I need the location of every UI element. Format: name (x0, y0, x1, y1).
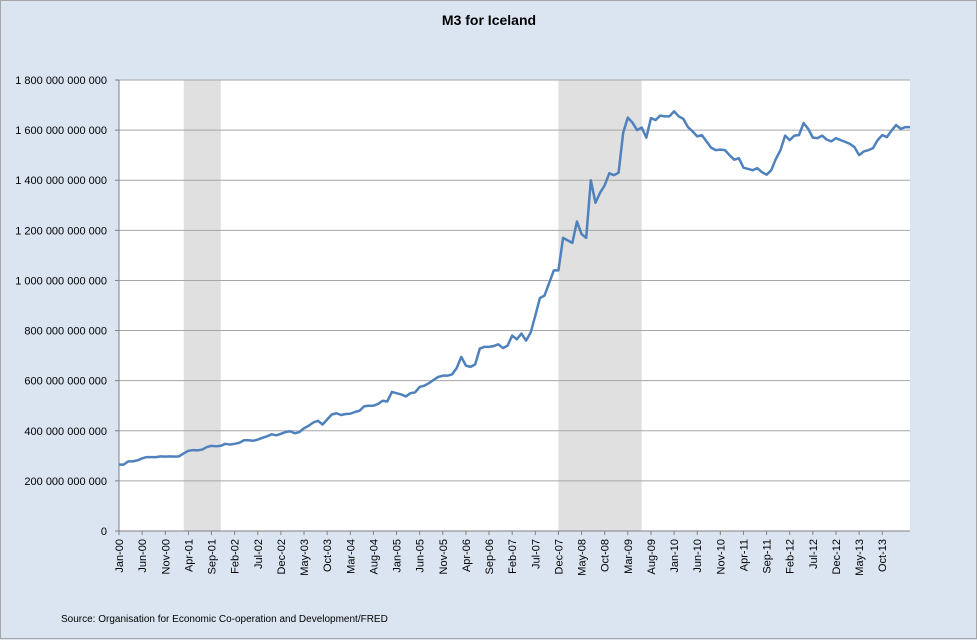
y-tick-label: 1 200 000 000 000 (15, 225, 107, 237)
x-tick-label: Jul-02 (253, 539, 265, 569)
x-tick-label: Nov-00 (160, 539, 172, 574)
x-tick-label: Sep-06 (484, 539, 496, 574)
x-tick-label: May-03 (299, 539, 311, 576)
x-tick-label: Feb-02 (230, 539, 242, 574)
recession-band-2 (558, 80, 642, 531)
y-tick-label: 1 400 000 000 000 (15, 175, 107, 187)
y-tick-label: 200 000 000 000 (24, 476, 107, 488)
x-tick-label: Oct-13 (877, 539, 889, 572)
x-tick-label: May-08 (577, 539, 589, 576)
x-tick-label: Mar-04 (345, 539, 357, 574)
recession-band-1 (183, 80, 221, 531)
x-tick-label: Sep-11 (762, 539, 774, 574)
x-tick-label: Oct-03 (322, 539, 334, 572)
plot-area (119, 80, 910, 531)
x-tick-label: Feb-07 (507, 539, 519, 574)
y-tick-labels: 0 200 000 000 000 400 000 000 000 600 000 0… (15, 75, 119, 538)
x-tick-label: Jun-00 (137, 539, 149, 573)
x-tick-labels: Jan-00 Jun-00 Nov-00 Apr-01 Sep-01 Feb-02 Jul-… (114, 531, 889, 576)
x-tick-label: Sep-01 (207, 539, 219, 574)
x-tick-label: Apr-11 (738, 539, 750, 571)
gridlines (119, 79, 910, 482)
source-note: Source: Organisation for Economic Co-ope… (61, 614, 388, 625)
series-line-m3 (119, 110, 910, 466)
x-tick-label: Jan-00 (114, 539, 126, 573)
x-tick-label: Nov-10 (715, 539, 727, 574)
y-tick-label: 1 000 000 000 000 (15, 275, 107, 287)
chart-title: M3 for Iceland (442, 12, 536, 28)
x-tick-label: Apr-01 (183, 539, 195, 572)
y-tick-label: 800 000 000 000 (24, 326, 107, 338)
y-tick-label: 1 800 000 000 000 (15, 75, 107, 87)
y-tick-label: 600 000 000 000 (24, 376, 107, 388)
x-tick-label: Jul-07 (530, 539, 542, 569)
x-tick-label: Apr-06 (461, 539, 473, 572)
recession-bands (183, 80, 642, 531)
x-tick-label: Jun-05 (415, 539, 427, 573)
x-tick-label: Jan-05 (392, 539, 404, 573)
x-tick-label: Oct-08 (600, 539, 612, 572)
x-tick-label: Jul-12 (808, 539, 820, 569)
x-tick-label: Dec-02 (276, 539, 288, 574)
x-tick-label: May-13 (854, 539, 866, 576)
x-tick-label: Mar-09 (623, 539, 635, 574)
x-tick-label: Dec-12 (831, 539, 843, 574)
x-tick-label: Aug-04 (368, 539, 380, 574)
x-tick-label: Jun-10 (692, 539, 704, 573)
x-tick-label: Feb-12 (785, 539, 797, 574)
y-tick-label: 400 000 000 000 (24, 426, 107, 438)
x-tick-label: Nov-05 (438, 539, 450, 574)
y-tick-label: 0 (101, 526, 107, 538)
x-tick-label: Jan-10 (669, 539, 681, 573)
x-tick-label: Aug-09 (646, 539, 658, 574)
x-tick-label: Dec-07 (553, 539, 565, 574)
y-tick-label: 1 600 000 000 000 (15, 125, 107, 137)
